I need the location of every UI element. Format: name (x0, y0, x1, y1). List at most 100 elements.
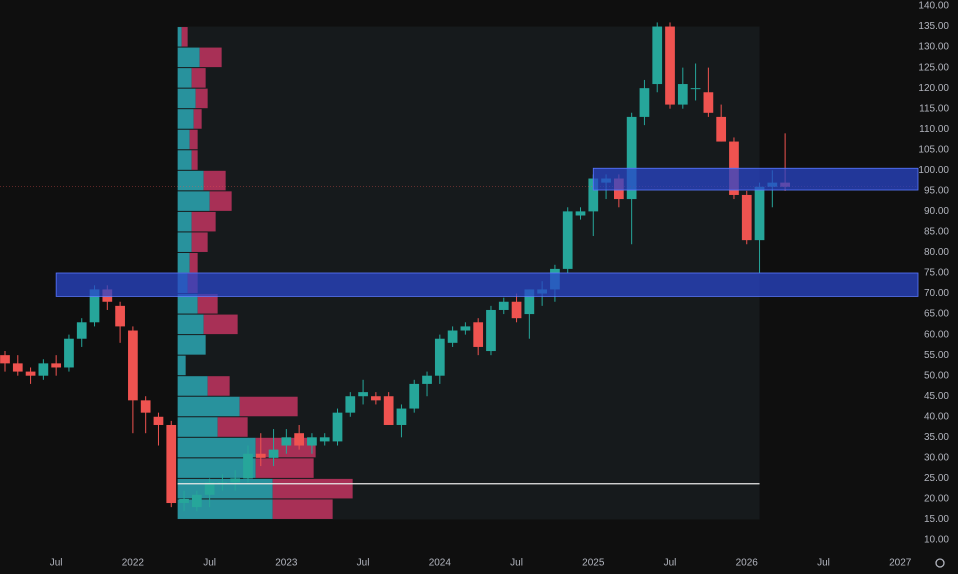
candle-body (524, 289, 535, 315)
profile-up (177, 499, 273, 519)
candle-body (345, 396, 356, 413)
profile-up (177, 355, 186, 376)
candle-body (51, 363, 62, 368)
x-tick-label: 2025 (582, 558, 605, 569)
profile-down (181, 27, 188, 47)
candle-body (703, 92, 714, 113)
profile-up (177, 191, 210, 211)
candle-body (562, 211, 573, 269)
candle-body (498, 301, 509, 310)
profile-up (177, 150, 192, 170)
candle-body (639, 88, 650, 117)
y-tick-label: 20.00 (924, 494, 949, 505)
profile-up (177, 27, 182, 47)
zone (55, 272, 919, 297)
candle-body (358, 392, 368, 397)
candle-body (383, 396, 394, 425)
candle-body (153, 416, 164, 425)
profile-down (272, 478, 353, 499)
candle-body (128, 330, 138, 401)
candle-body (447, 330, 458, 343)
x-tick-label: Jul (357, 558, 370, 569)
profile-down (191, 68, 206, 88)
profile-up (177, 232, 192, 252)
profile-down (199, 47, 222, 68)
profile-down (191, 211, 216, 232)
profile-up (177, 170, 204, 191)
candle-body (64, 338, 74, 368)
candle-body (473, 322, 484, 347)
candle-body (0, 355, 10, 364)
candle-body (690, 88, 701, 90)
y-tick-label: 105.00 (918, 144, 949, 155)
candle-body (115, 305, 125, 327)
candle-body (38, 363, 49, 376)
profile-up (177, 252, 190, 273)
candle-body (511, 301, 522, 319)
y-tick-label: 130.00 (918, 42, 949, 53)
x-tick-label: Jul (817, 558, 830, 569)
candle-body (230, 478, 241, 483)
profile-down (209, 191, 232, 211)
profile-down (203, 314, 238, 335)
x-tick-label: 2022 (122, 558, 145, 569)
profile-down (207, 376, 230, 396)
candle-body (294, 433, 305, 446)
profile-up (177, 211, 192, 232)
settings-icon[interactable] (935, 558, 945, 568)
zone (592, 167, 919, 191)
x-tick-label: 2027 (889, 558, 912, 569)
candle-body (716, 116, 727, 142)
y-tick-label: 115.00 (919, 103, 949, 114)
y-tick-label: 10.00 (924, 535, 949, 546)
profile-up (177, 417, 218, 437)
y-tick-label: 50.00 (924, 370, 949, 381)
y-tick-label: 55.00 (924, 350, 949, 361)
profile-down (189, 252, 198, 273)
candle-body (243, 453, 253, 479)
profile-up (177, 314, 204, 335)
candle-body (307, 437, 317, 446)
profile-up (177, 109, 194, 129)
y-tick-label: 80.00 (924, 247, 949, 258)
profile-down (197, 294, 218, 314)
profile-down (191, 232, 208, 252)
candle-body (741, 194, 752, 241)
y-tick-label: 30.00 (924, 452, 949, 463)
candle-body (677, 84, 688, 105)
profile-down (191, 150, 198, 170)
x-tick-label: Jul (510, 558, 523, 569)
candle-body (25, 371, 36, 376)
candle-body (179, 498, 189, 504)
profile-up (177, 68, 192, 88)
candle-body (204, 482, 215, 495)
profile-down (195, 88, 208, 109)
profile-down (217, 417, 248, 437)
profile-down (272, 499, 333, 519)
y-tick-label: 120.00 (918, 83, 949, 94)
profile-down (189, 129, 198, 150)
y-tick-label: 60.00 (924, 329, 949, 340)
y-tick-label: 140.00 (918, 1, 949, 12)
y-tick-label: 135.00 (918, 21, 949, 32)
candle-body (434, 338, 445, 376)
profile-up (177, 47, 200, 68)
y-tick-label: 100.00 (918, 165, 949, 176)
candle-body (191, 494, 202, 508)
profile-up (177, 396, 240, 417)
candle-body (89, 289, 100, 323)
candle-body (422, 375, 432, 384)
y-tick-label: 70.00 (924, 288, 949, 299)
y-tick-label: 40.00 (924, 411, 949, 422)
profile-up (177, 129, 190, 150)
x-tick-label: 2026 (736, 558, 759, 569)
x-tick-label: Jul (664, 558, 677, 569)
x-tick-label: 2023 (275, 558, 298, 569)
y-tick-label: 85.00 (924, 227, 949, 238)
y-tick-label: 15.00 (924, 514, 949, 525)
candle-body (409, 383, 420, 409)
candle-body (652, 26, 663, 85)
candle-body (588, 178, 599, 212)
y-tick-label: 90.00 (924, 206, 949, 217)
candle-body (396, 408, 407, 425)
